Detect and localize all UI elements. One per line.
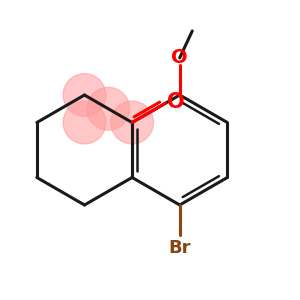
Text: O: O xyxy=(167,92,185,112)
Text: O: O xyxy=(171,48,188,68)
Circle shape xyxy=(63,74,106,116)
Circle shape xyxy=(63,101,106,144)
Circle shape xyxy=(111,101,154,144)
Circle shape xyxy=(87,87,130,130)
Text: Br: Br xyxy=(169,239,191,257)
